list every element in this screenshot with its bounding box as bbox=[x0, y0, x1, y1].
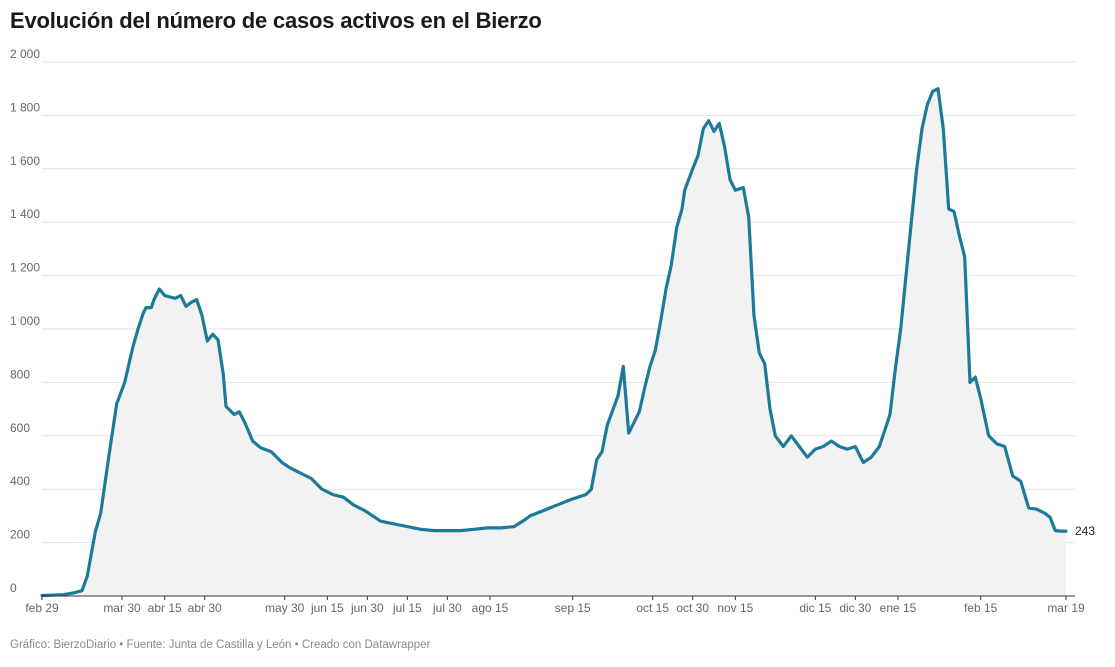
end-value-label: 243 bbox=[1075, 524, 1095, 538]
x-tick-label: oct 15 bbox=[636, 601, 669, 615]
x-tick-label: nov 15 bbox=[717, 601, 753, 615]
x-tick-label: ene 15 bbox=[880, 601, 917, 615]
x-tick-label: jul 30 bbox=[432, 601, 462, 615]
x-tick-label: jun 30 bbox=[350, 601, 384, 615]
chart-title: Evolución del número de casos activos en… bbox=[10, 8, 542, 33]
area-fill bbox=[42, 88, 1066, 596]
y-tick-label: 1 800 bbox=[10, 100, 40, 114]
x-tick-label: mar 30 bbox=[103, 601, 141, 615]
y-tick-label: 800 bbox=[10, 367, 30, 381]
x-tick-label: dic 30 bbox=[839, 601, 871, 615]
area-under-line bbox=[42, 88, 1066, 596]
y-tick-label: 200 bbox=[10, 528, 30, 542]
gridlines: 0 200 400 600 800 1 000 1 200 1 400 1 600 1 800 2 … bbox=[10, 47, 1075, 595]
y-tick-label: 2 000 bbox=[10, 47, 40, 61]
y-tick-label: 0 bbox=[10, 581, 17, 595]
x-tick-label: abr 30 bbox=[188, 601, 222, 615]
y-tick-label: 1 200 bbox=[10, 261, 40, 275]
x-tick-label: ago 15 bbox=[472, 601, 509, 615]
x-tick-label: mar 19 bbox=[1047, 601, 1085, 615]
x-tick-label: sep 15 bbox=[555, 601, 591, 615]
y-tick-label: 1 600 bbox=[10, 154, 40, 168]
x-tick-label: abr 15 bbox=[148, 601, 182, 615]
end-label-group: 243 bbox=[1075, 524, 1095, 538]
source-footer: Gráfico: BierzoDiario • Fuente: Junta de… bbox=[10, 639, 431, 651]
x-axis: feb 29 mar 30 abr 15 abr 30 may 30 jun 15 jun … bbox=[25, 595, 1085, 615]
y-tick-label: 400 bbox=[10, 474, 30, 488]
x-tick-label: may 30 bbox=[265, 601, 305, 615]
y-tick-label: 1 000 bbox=[10, 314, 40, 328]
x-tick-label: dic 15 bbox=[799, 601, 831, 615]
active-cases-line bbox=[40, 87, 1068, 598]
x-tick-label: feb 15 bbox=[964, 601, 998, 615]
series-line bbox=[40, 87, 1068, 598]
x-tick-label: feb 29 bbox=[25, 601, 59, 615]
y-tick-label: 600 bbox=[10, 421, 30, 435]
y-tick-label: 1 400 bbox=[10, 207, 40, 221]
x-tick-label: oct 30 bbox=[676, 601, 709, 615]
x-tick-label: jun 15 bbox=[310, 601, 344, 615]
x-tick-label: jul 15 bbox=[392, 601, 422, 615]
